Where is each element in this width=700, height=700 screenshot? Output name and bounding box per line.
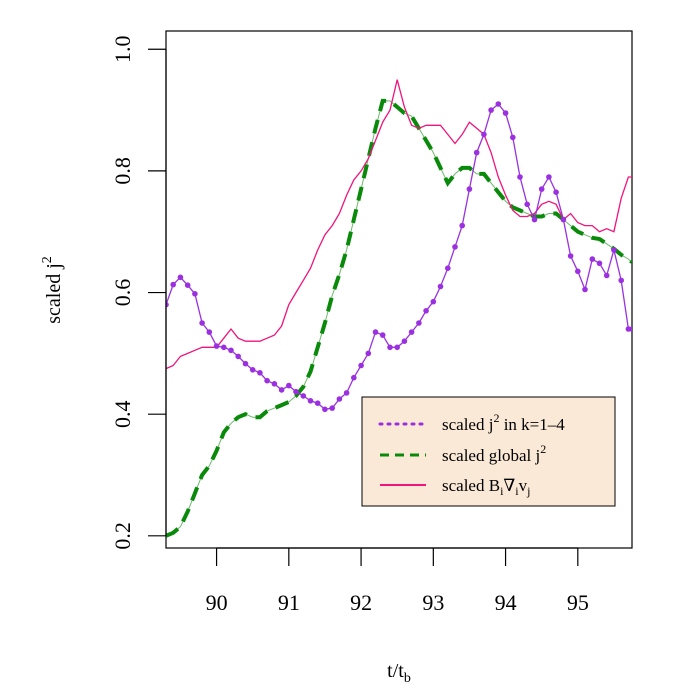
- series-point-local: [166, 301, 169, 308]
- series-point-local: [365, 350, 372, 357]
- x-axis: 90 91 92 93 94 95: [206, 547, 589, 615]
- series-point-local: [567, 253, 574, 259]
- legend-label-local: scaled j2 in k=1–4: [442, 411, 565, 434]
- y-axis-title: scaled j2: [40, 256, 65, 324]
- series-point-local: [589, 256, 596, 262]
- series-point-local: [206, 329, 213, 335]
- y-tick-label: 0.4: [110, 400, 135, 428]
- series-point-local: [510, 134, 516, 141]
- series-point-local: [184, 282, 191, 289]
- x-tick-label: 93: [422, 590, 444, 615]
- series-point-local: [329, 405, 336, 411]
- series-point-local: [379, 332, 386, 338]
- series-point-local: [221, 344, 227, 351]
- series-point-local: [307, 398, 314, 404]
- series-point-local: [517, 174, 523, 180]
- series-point-local: [271, 381, 278, 387]
- series-point-local: [445, 265, 451, 272]
- series-point-local: [228, 347, 234, 354]
- legend-box: [361, 396, 616, 507]
- series-line-global: [166, 98, 632, 538]
- series-point-local: [466, 186, 473, 192]
- y-tick-label: 0.2: [110, 522, 135, 550]
- series-point-local: [170, 281, 176, 288]
- series-line-local: [166, 103, 632, 410]
- series-point-local: [538, 186, 545, 192]
- series-point-local: [618, 277, 624, 284]
- series-point-local: [372, 329, 379, 335]
- series-point-local: [343, 390, 350, 396]
- series-point-local: [502, 110, 509, 116]
- y-tick-label: 0.8: [110, 157, 135, 185]
- series-point-local: [524, 201, 530, 208]
- x-tick-label: 95: [567, 590, 589, 615]
- series-point-local: [351, 374, 357, 381]
- series-point-local: [192, 291, 198, 297]
- series-point-local: [358, 362, 364, 369]
- series-point-local: [495, 101, 502, 107]
- series-point-local: [488, 107, 494, 113]
- series-point-local: [423, 308, 429, 314]
- series-point-local: [235, 353, 241, 360]
- series-line-shear: [166, 79, 632, 370]
- series-point-local: [394, 344, 401, 351]
- x-axis-title: t/tb: [387, 660, 411, 686]
- series-point-local: [553, 189, 559, 195]
- series-point-local: [401, 338, 408, 345]
- series-point-local: [416, 320, 422, 326]
- series-point-local: [336, 396, 343, 402]
- series-point-local: [531, 216, 538, 223]
- series-point-local: [575, 268, 581, 275]
- series-point-local: [459, 222, 466, 229]
- series-point-local: [322, 406, 328, 413]
- series-point-local: [408, 329, 415, 335]
- series-point-local: [264, 377, 270, 384]
- series-point-local: [293, 388, 299, 395]
- x-tick-label: 94: [495, 590, 517, 615]
- series-point-local: [257, 370, 263, 376]
- series-point-local: [611, 247, 617, 253]
- x-tick-label: 90: [206, 590, 228, 615]
- legend-label-shear: scaled Bi∇ivj: [442, 476, 530, 498]
- series-point-local: [473, 149, 480, 156]
- series-point-local: [249, 367, 256, 373]
- x-tick-label: 91: [278, 590, 300, 615]
- x-tick-label: 92: [350, 590, 372, 615]
- series-point-local: [437, 283, 444, 290]
- y-tick-label: 1.0: [110, 35, 135, 63]
- series-point-local: [452, 244, 458, 250]
- series-point-local: [314, 400, 321, 407]
- series-point-local: [199, 320, 205, 326]
- series-point-local: [177, 274, 184, 281]
- series-point-local: [300, 393, 307, 399]
- series-point-local: [560, 216, 567, 223]
- series-point-local: [582, 286, 588, 293]
- series-point-local: [629, 326, 632, 332]
- series-point-local: [387, 344, 393, 351]
- series-point-local: [481, 131, 487, 138]
- legend: scaled j2 in k=1–4 scaled global j2 scal…: [361, 396, 616, 507]
- series-point-local: [430, 298, 437, 305]
- legend-label-global: scaled global j2: [442, 442, 546, 465]
- y-axis-title-superscript: 2: [40, 256, 55, 263]
- series-point-local: [596, 260, 603, 267]
- series-point-local: [242, 360, 249, 367]
- series-point-local: [213, 343, 220, 349]
- series-point-local: [546, 174, 552, 180]
- series-point-local: [603, 272, 610, 279]
- series-point-local: [278, 387, 285, 393]
- series-point-local: [286, 382, 292, 389]
- y-axis: 0.2 0.4 0.6 0.8 1.0: [110, 35, 167, 550]
- x-axis-title-subscript: b: [404, 671, 411, 686]
- y-tick-label: 0.6: [110, 279, 135, 307]
- marker-layer: [166, 101, 632, 413]
